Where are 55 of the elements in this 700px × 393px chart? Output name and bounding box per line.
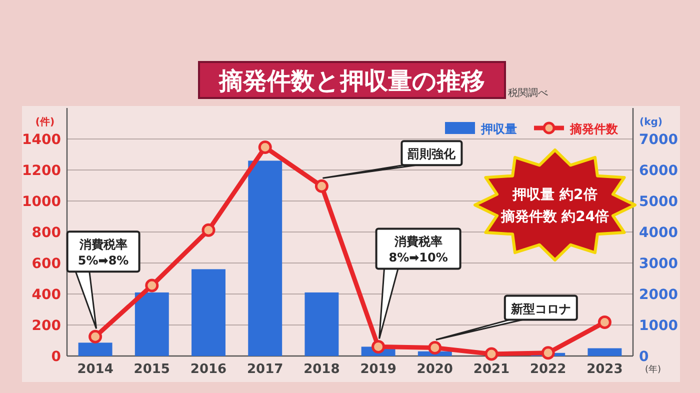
y-tick-label: 1400	[22, 132, 62, 148]
x-tick-label: 2020	[416, 362, 453, 377]
y-tick-label: 600	[32, 256, 62, 272]
annotation: 罰則強化	[408, 147, 457, 162]
point	[258, 140, 272, 154]
y2-tick-label: 7000	[639, 132, 678, 148]
x-tick-label: 2019	[360, 362, 396, 377]
y-tick-label: 1200	[22, 163, 62, 179]
bar	[192, 269, 226, 356]
y2-axis-title: (kg)	[640, 117, 662, 128]
point	[202, 223, 216, 237]
x-tick-label: 2018	[304, 362, 340, 377]
bar	[78, 342, 112, 356]
y2-tick-label: 4000	[639, 225, 678, 241]
legend-label: 押収量	[480, 122, 517, 136]
bar	[588, 348, 622, 356]
x-tick-label: 2022	[530, 362, 566, 377]
bar	[304, 292, 339, 356]
y2-tick-label: 1000	[639, 318, 678, 334]
y-tick-label: 0	[51, 349, 62, 365]
x-tick-label: 2021	[473, 362, 510, 377]
annotation: 摘発件数 約24倍	[500, 208, 610, 225]
x-tick-label: 2016	[190, 362, 227, 377]
bar	[134, 292, 169, 356]
y2-tick-label: 0	[639, 349, 649, 365]
annotation: 消費税率 5%➡8%	[78, 238, 129, 268]
y-tick-label: 400	[32, 287, 62, 303]
y2-tick-label: 5000	[639, 194, 678, 210]
x-axis-title: (年)	[644, 364, 662, 375]
x-tick-label: 2015	[134, 362, 170, 377]
point	[88, 330, 102, 344]
x-tick-label: 2023	[586, 362, 623, 377]
y2-tick-label: 2000	[639, 287, 678, 303]
chart-title: 摘発件数と押収量の推移	[218, 67, 485, 95]
point	[598, 315, 612, 329]
point	[541, 346, 555, 360]
y-tick-label: 800	[32, 225, 62, 241]
point	[372, 340, 386, 354]
bar	[248, 160, 282, 356]
text: 税関調べ	[508, 87, 548, 99]
point	[145, 278, 159, 292]
annotation: 消費税率 8%➡10%	[388, 234, 448, 265]
y-axis-title: (件)	[35, 116, 55, 128]
x-tick-label: 2017	[247, 362, 284, 377]
point	[314, 179, 328, 193]
annotation: 新型コロナ	[510, 302, 571, 316]
point	[428, 341, 442, 355]
x-tick-label: 2014	[77, 362, 114, 377]
annotation: 押収量 約2倍	[512, 186, 598, 203]
point	[484, 347, 498, 361]
y2-tick-label: 6000	[639, 163, 678, 179]
y2-tick-label: 3000	[639, 256, 678, 272]
y-tick-label: 1000	[22, 194, 62, 210]
y-tick-label: 200	[32, 318, 62, 334]
legend-label: 摘発件数	[569, 122, 619, 136]
